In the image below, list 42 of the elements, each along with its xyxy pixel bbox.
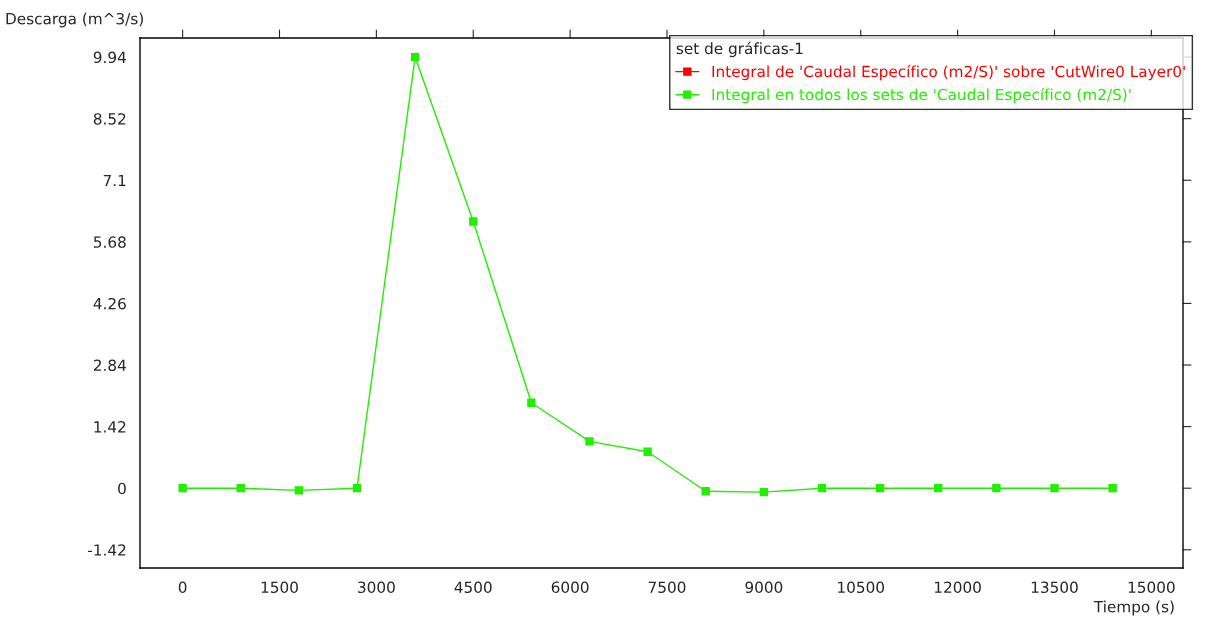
x-tick-label: 7500 xyxy=(648,581,686,594)
x-tick-label: 12000 xyxy=(934,581,981,594)
point xyxy=(236,484,245,493)
y-tick-label: 8.52 xyxy=(93,113,126,125)
x-tick-label: 4500 xyxy=(454,581,492,594)
point xyxy=(875,484,885,493)
legend-title: set de gráficas-1 xyxy=(676,41,803,58)
point xyxy=(817,484,827,493)
x-tick-label: 3000 xyxy=(358,581,395,594)
point xyxy=(759,487,769,497)
point xyxy=(178,484,187,493)
x-tick-label: 0 xyxy=(178,581,187,594)
point xyxy=(469,217,478,226)
point xyxy=(643,447,652,456)
x-tick-label: 1500 xyxy=(261,581,298,594)
y-tick-label: 0 xyxy=(118,482,126,495)
y-tick-label: 5.68 xyxy=(93,236,126,248)
x-axis-title: Tiempo (s) xyxy=(1093,600,1174,616)
point xyxy=(352,484,362,493)
point xyxy=(294,486,304,495)
x-tick-label: 15000 xyxy=(1128,581,1175,594)
y-axis-title: Descarga (m^3/s) xyxy=(6,12,143,28)
y-tick-label: -1.42 xyxy=(88,544,126,556)
point xyxy=(585,437,594,446)
point xyxy=(992,484,1001,493)
y-tick-label: 4.26 xyxy=(93,297,126,310)
point xyxy=(1108,484,1117,493)
point xyxy=(527,398,536,407)
legend-label: Integral en todos los sets de 'Caudal Específico (m2/S)' xyxy=(712,87,1131,104)
x-tick-label: 13500 xyxy=(1031,581,1078,594)
y-tick-label: 2.84 xyxy=(93,359,126,372)
y-tick-label: 1.42 xyxy=(94,421,126,433)
y-tick-label: 7.1 xyxy=(103,174,126,187)
point xyxy=(410,52,420,62)
x-tick-label: 10500 xyxy=(838,581,885,594)
point xyxy=(701,487,710,496)
legend-label: Integral de 'Caudal Específico (m2/S)' sobre 'CutWire0 Layer0' xyxy=(712,64,1185,81)
y-tick-label: 9.94 xyxy=(93,51,126,64)
point xyxy=(934,484,943,493)
point xyxy=(1050,484,1059,493)
x-tick-label: 9000 xyxy=(745,581,783,594)
x-tick-label: 6000 xyxy=(551,581,589,594)
